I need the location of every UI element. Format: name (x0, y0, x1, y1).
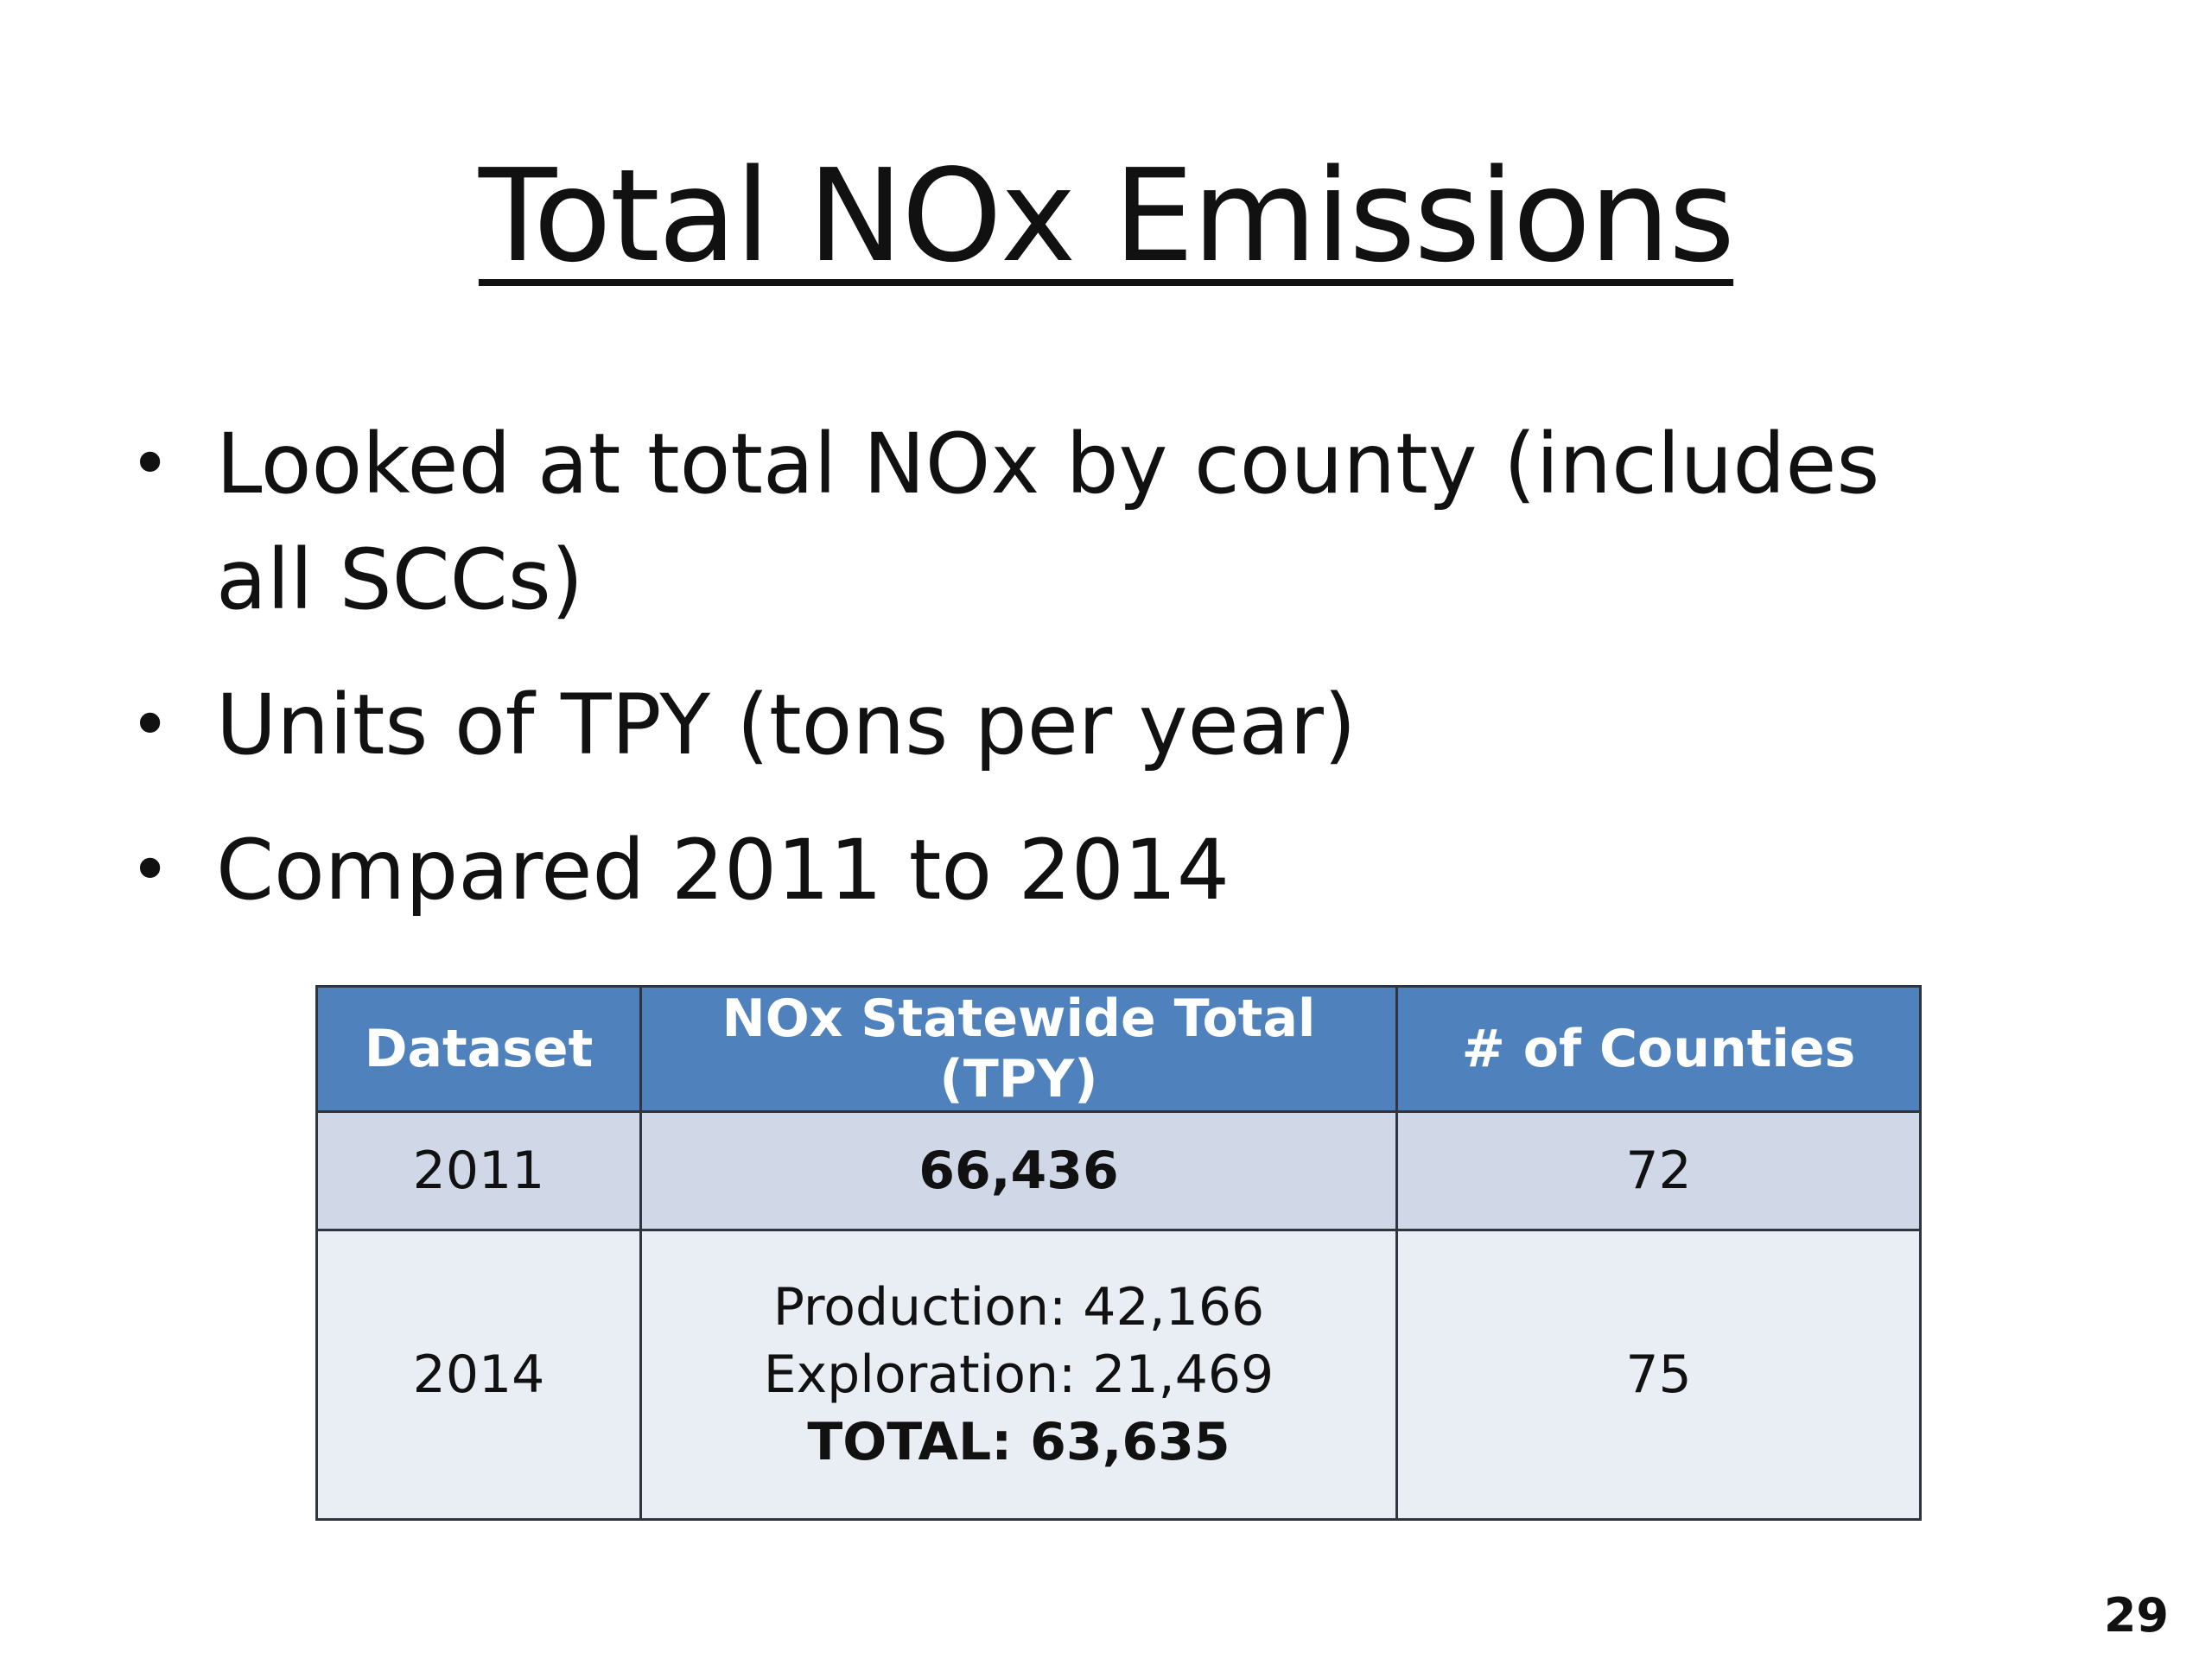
total-value: TOTAL: 63,635 (807, 1412, 1230, 1472)
bullet-text: Compared 2011 to 2014 (216, 822, 1230, 918)
table-header-row: Dataset NOx Statewide Total (TPY) # of C… (315, 985, 1922, 1113)
bullet-dot-icon: • (130, 684, 171, 765)
bullet-dot-icon: • (130, 830, 171, 910)
page-number: 29 (2103, 1588, 2169, 1643)
bullet-item: • Compared 2011 to 2014 (130, 812, 1996, 928)
emissions-table: Dataset NOx Statewide Total (TPY) # of C… (315, 985, 1922, 1521)
header-nox-total: NOx Statewide Total (TPY) (639, 985, 1398, 1113)
cell-dataset: 2011 (315, 1110, 642, 1231)
production-value: Production: 42,166 (772, 1277, 1265, 1338)
table-row: 2011 66,436 72 (315, 1110, 1922, 1231)
cell-nox-total: 66,436 (639, 1110, 1398, 1231)
cell-counties: 72 (1395, 1110, 1922, 1231)
bullet-dot-icon: • (130, 423, 171, 504)
cell-dataset: 2014 (315, 1229, 642, 1521)
header-dataset: Dataset (315, 985, 642, 1113)
bullet-text: Units of TPY (tons per year) (216, 677, 1357, 773)
bullet-text: Looked at total NOx by county (includes … (216, 416, 1880, 628)
bullet-list: • Looked at total NOx by county (include… (130, 406, 1996, 957)
cell-nox-total: Production: 42,166 Exploration: 21,469 T… (639, 1229, 1398, 1521)
header-counties: # of Counties (1395, 985, 1922, 1113)
cell-counties: 75 (1395, 1229, 1922, 1521)
exploration-value: Exploration: 21,469 (763, 1344, 1274, 1405)
bullet-item: • Units of TPY (tons per year) (130, 667, 1996, 783)
slide-title: Total NOx Emissions (478, 142, 1735, 290)
table-row: 2014 Production: 42,166 Exploration: 21,… (315, 1229, 1922, 1521)
bullet-item: • Looked at total NOx by county (include… (130, 406, 1996, 638)
